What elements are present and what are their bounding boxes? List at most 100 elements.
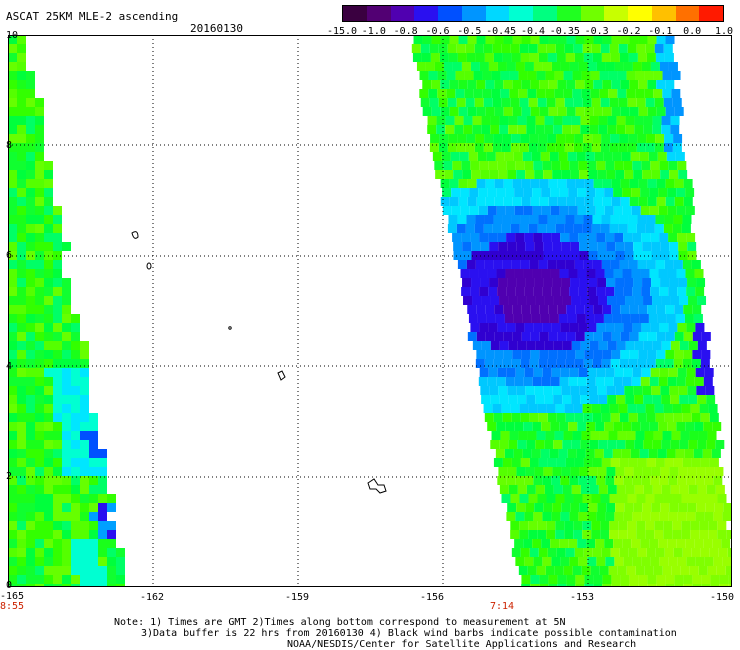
swath-cell-right (571, 440, 581, 449)
swath-cell-right (555, 224, 565, 233)
swath-cell-left (8, 341, 17, 350)
swath-cell-right (461, 287, 471, 296)
swath-cell-right (453, 251, 463, 260)
swath-cell-right (476, 197, 486, 206)
swath-cell-left (62, 287, 71, 296)
swath-cell-right (504, 449, 514, 458)
swath-cell-right (471, 242, 481, 251)
swath-cell-right (521, 80, 531, 89)
swath-cell-right (447, 224, 457, 233)
swath-cell-right (668, 62, 678, 71)
swath-cell-right (570, 278, 580, 287)
swath-cell-right (554, 71, 564, 80)
swath-cell-left (71, 557, 80, 566)
swath-cell-right (650, 62, 660, 71)
swath-cell-left (71, 431, 80, 440)
island-outline (228, 326, 232, 330)
swath-cell-left (62, 404, 71, 413)
swath-cell-right (568, 188, 578, 197)
swath-cell-right (708, 521, 718, 530)
swath-cell-right (609, 521, 619, 530)
swath-cell-left (62, 386, 71, 395)
swath-cell-left (98, 566, 107, 575)
swath-cell-right (643, 440, 653, 449)
swath-cell-right (611, 179, 621, 188)
swath-cell-right (621, 314, 631, 323)
swath-cell-right (435, 170, 445, 179)
swath-cell-left (17, 521, 26, 530)
swath-cell-left (8, 440, 17, 449)
swath-cell-left (89, 413, 98, 422)
swath-cell-right (548, 350, 558, 359)
swath-cell-right (629, 107, 639, 116)
swath-cell-right (481, 116, 491, 125)
swath-cell-left (8, 359, 17, 368)
swath-cell-right (636, 530, 646, 539)
swath-cell-left (17, 314, 26, 323)
swath-cell-left (53, 422, 62, 431)
swath-cell-right (643, 485, 653, 494)
swath-cell-left (26, 71, 35, 80)
swath-cell-right (683, 305, 693, 314)
swath-cell-right (535, 395, 545, 404)
swath-cell-right (616, 125, 626, 134)
swath-cell-right (486, 152, 496, 161)
swath-cell-right (513, 449, 523, 458)
swath-cell-right (641, 287, 651, 296)
swath-cell-right (698, 566, 708, 575)
swath-cell-right (578, 287, 588, 296)
swath-cell-right (505, 188, 515, 197)
swath-cell-right (671, 431, 681, 440)
swath-cell-right (559, 377, 569, 386)
swath-cell-right (448, 134, 458, 143)
swath-cell-right (613, 206, 623, 215)
swath-cell-right (610, 359, 620, 368)
swath-cell-right (564, 404, 574, 413)
swath-cell-right (625, 116, 635, 125)
swath-cell-left (26, 413, 35, 422)
swath-cell-left (8, 62, 17, 71)
swath-cell-right (646, 215, 656, 224)
swath-cell-right (637, 215, 647, 224)
swath-cell-left (53, 224, 62, 233)
swath-cell-left (26, 188, 35, 197)
swath-cell-right (552, 242, 562, 251)
swath-cell-right (529, 53, 539, 62)
swath-cell-right (683, 584, 693, 587)
swath-cell-right (638, 305, 648, 314)
swath-cell-right (623, 323, 633, 332)
swath-cell-right (566, 35, 576, 44)
swath-cell-left (35, 485, 44, 494)
swath-cell-right (543, 503, 553, 512)
swath-cell-right (673, 548, 683, 557)
swath-cell-left (26, 395, 35, 404)
swath-cell-right (565, 413, 575, 422)
swath-cell-left (26, 260, 35, 269)
swath-cell-left (17, 341, 26, 350)
swath-cell-right (689, 566, 699, 575)
swath-cell-right (575, 575, 585, 584)
swath-cell-right (514, 206, 524, 215)
swath-cell-right (634, 341, 644, 350)
swath-cell-right (521, 197, 531, 206)
swath-cell-right (547, 134, 557, 143)
swath-cell-right (535, 341, 545, 350)
swath-cell-right (568, 539, 578, 548)
swath-cell-left (98, 503, 107, 512)
swath-cell-right (641, 233, 651, 242)
swath-cell-right (459, 152, 469, 161)
swath-cell-left (26, 350, 35, 359)
swath-cell-left (116, 584, 125, 587)
swath-cell-right (525, 170, 535, 179)
chart-title: ASCAT 25KM MLE-2 ascending (6, 10, 179, 23)
swath-cell-right (638, 107, 648, 116)
swath-cell-left (44, 548, 53, 557)
swath-cell-right (489, 278, 499, 287)
swath-cell-right (453, 170, 463, 179)
swath-cell-right (553, 341, 563, 350)
swath-cell-right (515, 557, 525, 566)
swath-cell-right (493, 53, 503, 62)
swath-cell-right (535, 485, 545, 494)
swath-cell-left (8, 404, 17, 413)
swath-cell-right (600, 224, 610, 233)
